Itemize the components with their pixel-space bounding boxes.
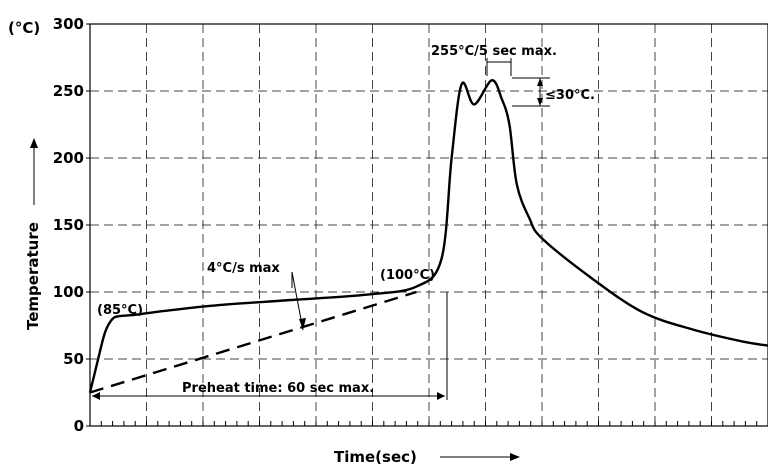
grid-layer — [90, 24, 768, 426]
dashed-profile-line — [89, 290, 417, 394]
y-unit-label: (°C) — [8, 19, 40, 37]
label-layer: (°C) (85°C) (100°C) 4°C/s max Preheat ti… — [8, 19, 595, 466]
tick-layer: 0 50 100 150 200 250 300 — [53, 15, 758, 435]
y-tick-label: 100 — [53, 283, 84, 301]
y-tick-label: 150 — [53, 216, 84, 234]
ramp-rate-label: 4°C/s max — [207, 261, 280, 276]
y-tick-label: 0 — [74, 417, 84, 435]
y-tick-label: 200 — [53, 149, 84, 167]
start-temp-label: (85°C) — [97, 303, 143, 318]
preheat-label: Preheat time: 60 sec max. — [182, 381, 374, 396]
dip-label: ≤30°C. — [545, 88, 595, 103]
y-axis-title: Temperature — [24, 222, 42, 330]
series-layer — [88, 79, 768, 394]
y-tick-label: 300 — [53, 15, 84, 33]
solid-profile-line — [88, 79, 768, 393]
y-tick-label: 250 — [53, 82, 84, 100]
y-tick-label: 50 — [63, 350, 84, 368]
annotation-lines — [30, 58, 550, 461]
x-axis-title: Time(sec) — [334, 448, 417, 466]
end-temp-label: (100°C) — [380, 268, 435, 283]
peak-label: 255°C/5 sec max. — [431, 44, 557, 59]
